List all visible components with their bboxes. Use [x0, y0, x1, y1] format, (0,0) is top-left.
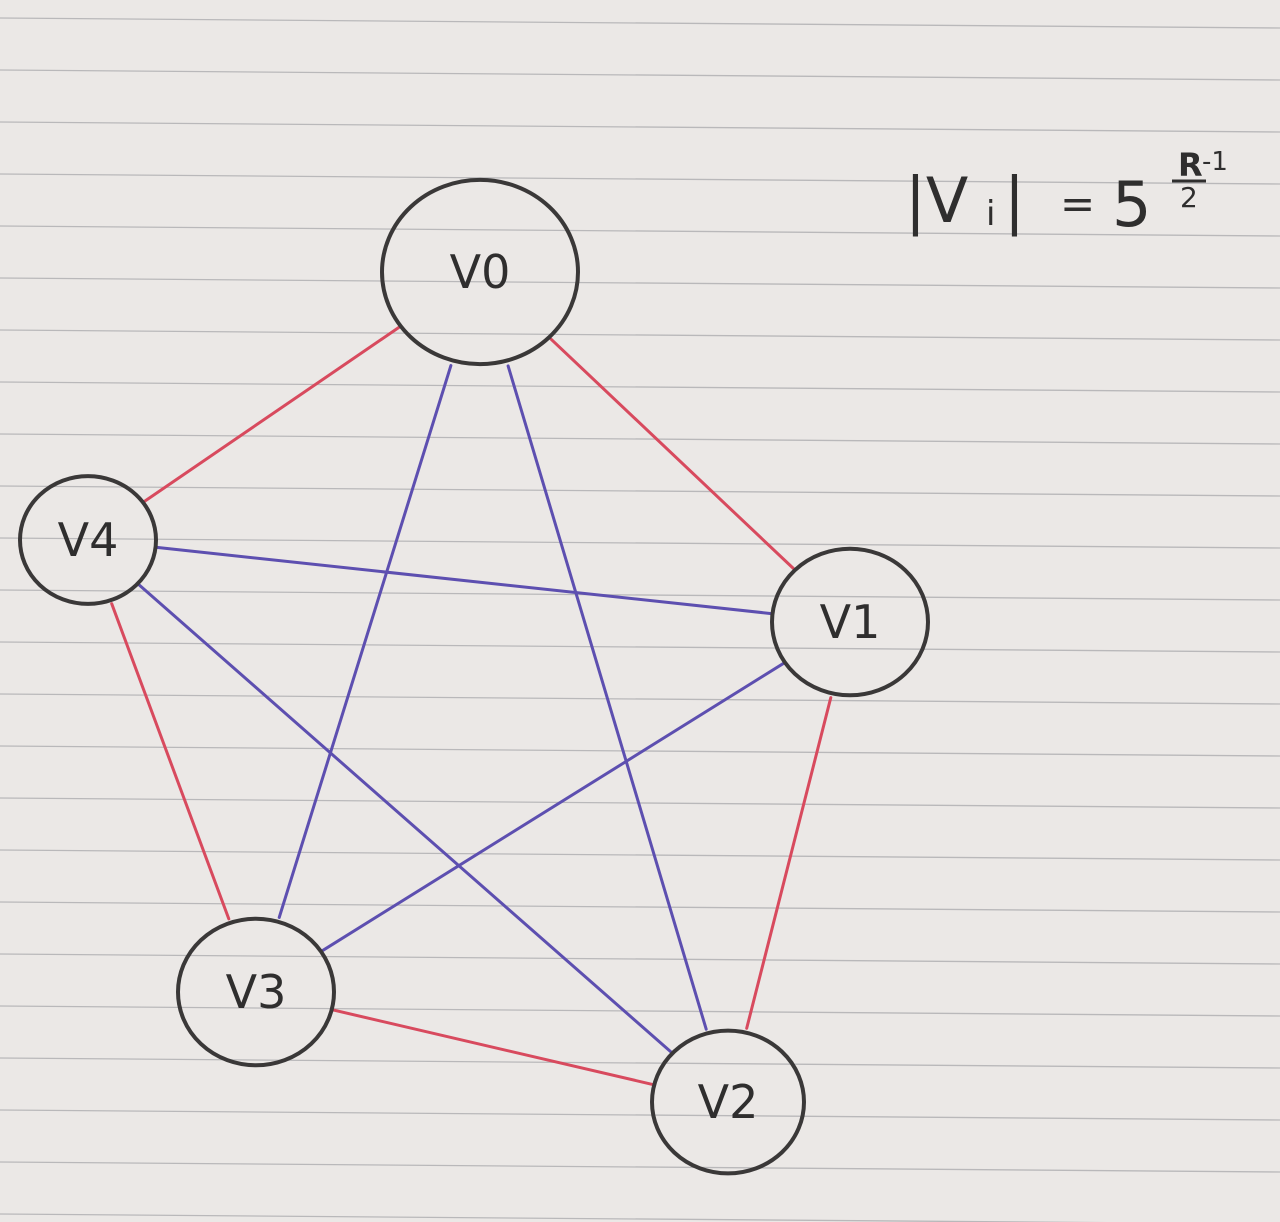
node-v0: V0 — [380, 177, 580, 367]
node-label: V4 — [58, 513, 119, 567]
ruled-line — [0, 17, 1280, 29]
formula-lhs: |V — [905, 164, 968, 238]
ruled-line — [0, 121, 1280, 133]
ruled-line — [0, 433, 1280, 445]
edge-v0-v1 — [549, 337, 795, 570]
node-label: V2 — [698, 1075, 759, 1129]
edge-v1-v4 — [154, 545, 774, 616]
node-circle — [380, 177, 580, 367]
node-v4: V4 — [18, 474, 158, 606]
node-circle — [18, 474, 158, 606]
formula-base: 5 — [1112, 168, 1151, 241]
ruled-line — [0, 277, 1280, 289]
node-circle — [770, 546, 930, 698]
ruled-line — [0, 485, 1280, 497]
formula: |V i | = 5 R -1 2 — [905, 146, 1228, 241]
edge-v2-v4 — [137, 583, 673, 1054]
edge-v1-v3 — [320, 661, 786, 953]
graph-nodes: V0 V1 V2 V3 V4 — [18, 177, 930, 1176]
node-v2: V2 — [650, 1028, 806, 1176]
formula-equals: = — [1060, 179, 1095, 228]
ruled-line — [0, 1161, 1280, 1173]
ruled-line — [0, 641, 1280, 653]
ruled-line — [0, 329, 1280, 341]
ruled-line — [0, 589, 1280, 601]
edge-v0-v3 — [277, 364, 453, 919]
edge-v3-v4 — [110, 602, 231, 921]
node-v1: V1 — [770, 546, 930, 698]
formula-exponent-denominator: 2 — [1180, 181, 1198, 214]
ruled-line — [0, 901, 1280, 913]
ruled-line — [0, 1213, 1108, 1222]
ruled-line — [0, 173, 1280, 185]
formula-subscript: i — [986, 194, 995, 234]
node-v3: V3 — [176, 916, 336, 1068]
node-label: V3 — [226, 965, 287, 1019]
ruled-line — [0, 745, 1280, 757]
node-circle — [650, 1028, 806, 1176]
ruled-line — [0, 1109, 1280, 1121]
ruled-line — [0, 225, 1280, 237]
formula-exponent-numerator: R — [1178, 146, 1203, 184]
edge-v1-v2 — [745, 696, 833, 1030]
ruled-line — [0, 381, 1280, 393]
ruled-line — [0, 537, 1280, 549]
ruled-line — [0, 849, 1280, 861]
edge-v4-v0 — [142, 325, 401, 504]
formula-exponent-minus: -1 — [1202, 147, 1228, 177]
ruled-line — [0, 693, 1280, 705]
edge-v2-v3 — [330, 1008, 656, 1087]
graph-edges — [110, 325, 833, 1087]
node-label: V0 — [450, 245, 511, 299]
ruled-line — [0, 953, 1280, 965]
ruled-line — [0, 1057, 1280, 1069]
node-circle — [176, 916, 336, 1068]
formula-bar: | — [1004, 164, 1025, 238]
node-label: V1 — [820, 595, 881, 649]
ruled-lines — [0, 17, 1280, 1222]
edge-v0-v2 — [506, 364, 708, 1031]
ruled-line — [0, 1005, 1280, 1017]
ruled-line — [0, 69, 1280, 81]
